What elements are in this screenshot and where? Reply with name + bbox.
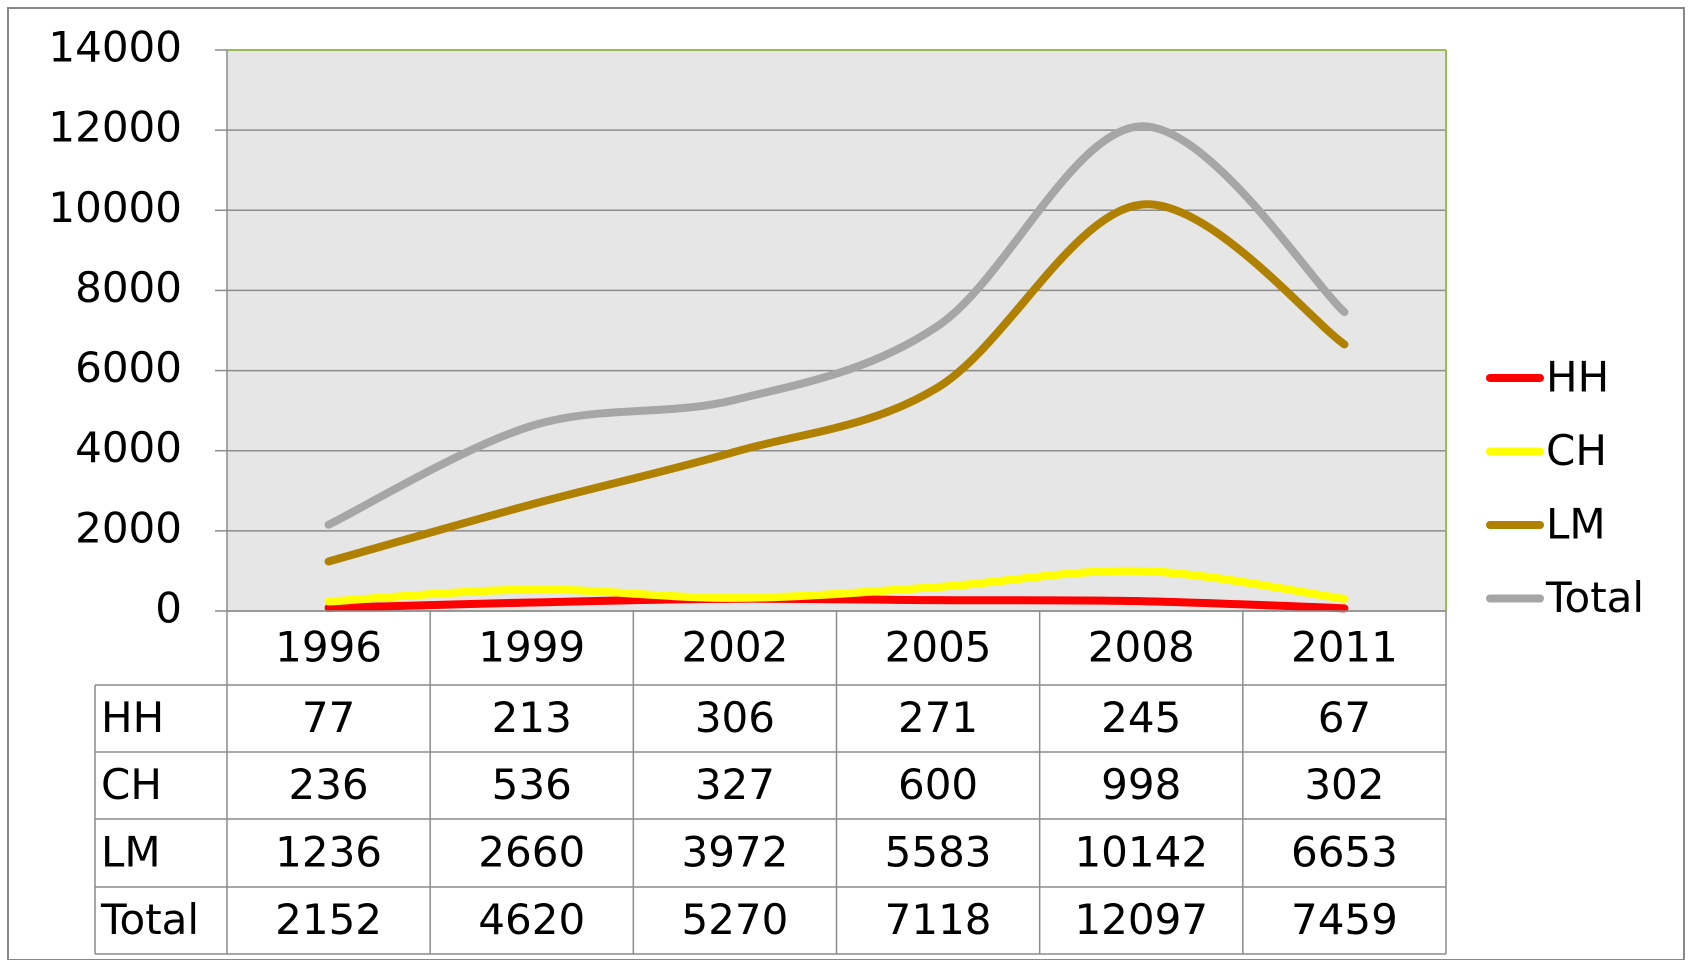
line-series	[324, 566, 1349, 606]
table-cell: 327	[695, 760, 775, 809]
table-cell: 10142	[1074, 828, 1208, 877]
x-tick-label: 2008	[1088, 623, 1195, 672]
line-series	[324, 122, 1349, 529]
x-tick-label: 1999	[478, 623, 585, 672]
y-tick-label: 10000	[48, 183, 182, 232]
legend-label: LM	[1546, 500, 1606, 549]
table-cell: 213	[492, 693, 572, 742]
table-cell: 245	[1101, 693, 1181, 742]
legend-label: Total	[1545, 573, 1644, 622]
legend-label: HH	[1546, 353, 1609, 402]
table-row-label: LM	[101, 828, 161, 877]
y-tick-label: 4000	[75, 423, 182, 472]
line-series	[324, 594, 1349, 613]
table-cell: 2152	[275, 895, 382, 944]
table-cell: 3972	[681, 828, 788, 877]
legend-label: CH	[1546, 426, 1607, 475]
x-tick-label: 1996	[275, 623, 382, 672]
table-cell: 306	[695, 693, 775, 742]
table-cell: 998	[1101, 760, 1181, 809]
table-cell: 77	[302, 693, 355, 742]
table-row-label: Total	[100, 895, 199, 944]
y-tick-label: 8000	[75, 263, 182, 312]
table-cell: 67	[1318, 693, 1371, 742]
table-cell: 536	[492, 760, 572, 809]
table-cell: 6653	[1291, 828, 1398, 877]
plot-area	[227, 50, 1446, 611]
line-series	[324, 200, 1349, 566]
x-tick-label: 2005	[885, 623, 992, 672]
x-tick-label: 2011	[1291, 623, 1398, 672]
y-tick-label: 2000	[75, 503, 182, 552]
table-cell: 302	[1304, 760, 1384, 809]
y-tick-label: 0	[155, 584, 182, 633]
table-cell: 2660	[478, 828, 585, 877]
y-tick-label: 12000	[48, 103, 182, 152]
table-cell: 271	[898, 693, 978, 742]
table-cell: 600	[898, 760, 978, 809]
table-cell: 236	[288, 760, 368, 809]
y-tick-label: 14000	[48, 23, 182, 72]
table-cell: 5583	[885, 828, 992, 877]
table-cell: 4620	[478, 895, 585, 944]
table-cell: 7118	[885, 895, 992, 944]
table-cell: 12097	[1074, 895, 1208, 944]
table-cell: 1236	[275, 828, 382, 877]
y-tick-label: 6000	[75, 343, 182, 392]
table-cell: 7459	[1291, 895, 1398, 944]
table-row-label: HH	[101, 693, 164, 742]
table-cell: 5270	[681, 895, 788, 944]
table-row-label: CH	[101, 760, 162, 809]
x-tick-label: 2002	[681, 623, 788, 672]
